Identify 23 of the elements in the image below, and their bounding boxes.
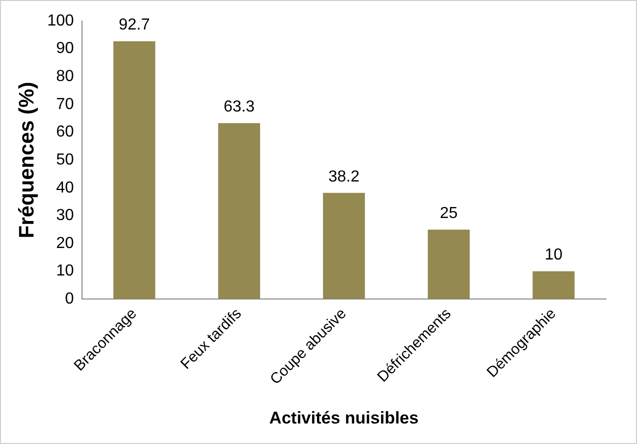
bar [113,41,156,300]
y-tick-label: 30 [56,207,74,224]
bar [428,230,470,300]
data-label: 92.7 [118,16,150,34]
bar [218,123,260,300]
y-tick-label: 20 [56,234,74,252]
x-axis-title: Activités nuisibles [269,408,419,428]
y-tick-label: 40 [56,179,74,196]
y-tick-label: 80 [56,68,74,86]
data-label: 38.2 [328,168,360,186]
data-label: 10 [544,246,563,264]
y-axis-title: Fréquences (%) [15,82,38,238]
y-tick-label: 100 [47,12,74,30]
y-tick-label: 60 [56,124,74,141]
y-tick-label: 10 [56,262,74,280]
data-label: 25 [440,204,458,222]
y-tick-label: 70 [56,96,74,113]
data-label: 63.3 [224,98,255,116]
bar [322,192,365,300]
bar [532,271,575,300]
y-tick-label: 50 [56,151,74,168]
y-tick-label: 90 [56,40,74,58]
y-tick-label: 0 [64,290,74,308]
